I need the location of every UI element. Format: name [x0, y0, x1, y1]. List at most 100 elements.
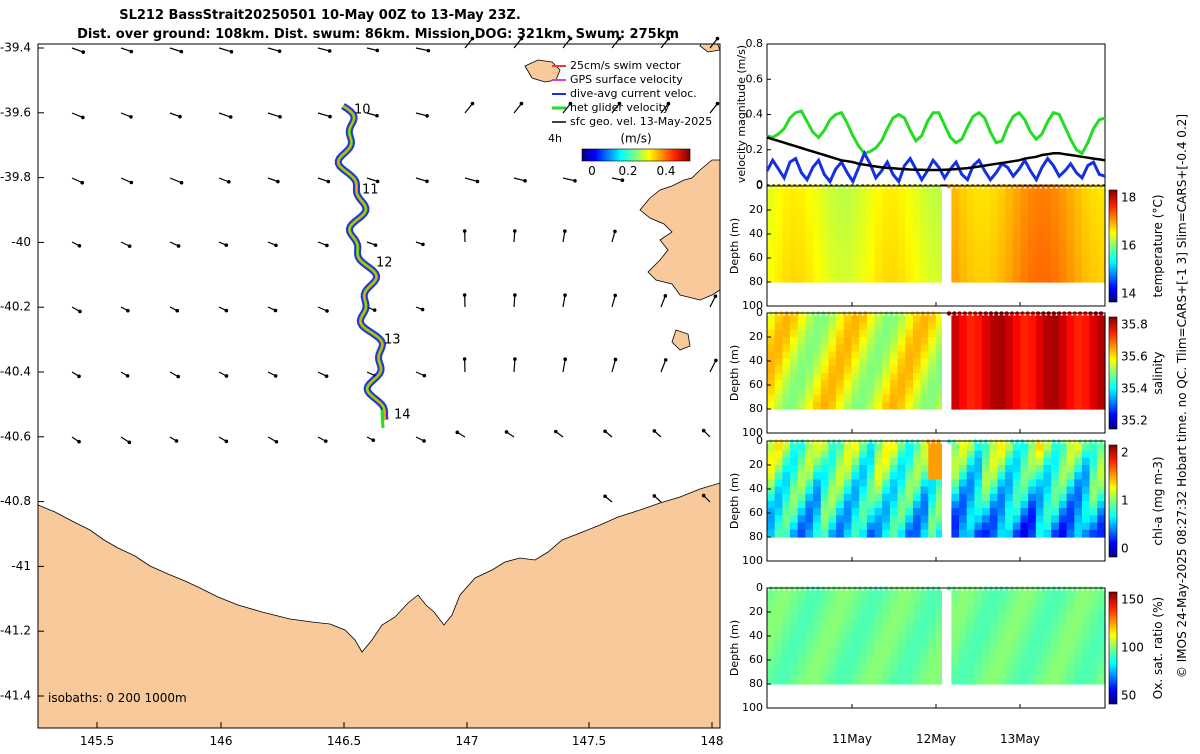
- section-cell: [967, 619, 975, 627]
- section-cell: [1051, 387, 1059, 395]
- section-colorbar-label: temperature (°C): [1151, 195, 1165, 298]
- section-cell: [829, 330, 837, 338]
- section-cell: [790, 337, 798, 345]
- section-cell: [967, 648, 975, 656]
- section-cell: [1028, 479, 1036, 487]
- section-cell: [1090, 494, 1098, 502]
- section-cell: [1005, 641, 1013, 649]
- section-cell: [951, 501, 959, 509]
- section-cell: [1005, 634, 1013, 642]
- section-cell: [1028, 232, 1036, 240]
- section-ytick-label: 0: [756, 581, 763, 594]
- section-cell: [805, 655, 813, 663]
- section-cell: [1051, 634, 1059, 642]
- section-cell: [951, 210, 959, 218]
- section-cell: [998, 402, 1006, 410]
- section-cell: [875, 323, 883, 331]
- section-cell: [905, 670, 913, 678]
- section-cell: [990, 366, 998, 374]
- section-cell: [905, 351, 913, 359]
- section-cell: [1074, 655, 1082, 663]
- section-cell: [1044, 472, 1052, 480]
- section-cell: [867, 239, 875, 247]
- section-cell: [1059, 395, 1067, 403]
- section-cell: [867, 598, 875, 606]
- section-cell: [813, 337, 821, 345]
- section-cell: [852, 351, 860, 359]
- section-cell: [1036, 479, 1044, 487]
- section-cell: [990, 253, 998, 261]
- section-cell: [974, 275, 982, 283]
- section-cell: [1059, 315, 1067, 323]
- section-cell: [1082, 210, 1090, 218]
- section-cell: [928, 239, 936, 247]
- section-cell: [959, 626, 967, 634]
- section-cell: [967, 232, 975, 240]
- section-cell: [875, 315, 883, 323]
- section-cell: [1013, 465, 1021, 473]
- section-cell: [974, 253, 982, 261]
- section-cell: [813, 196, 821, 204]
- section-cell: [859, 344, 867, 352]
- section-cell: [1044, 330, 1052, 338]
- section-cell: [928, 634, 936, 642]
- section-cell: [805, 210, 813, 218]
- section-cell: [859, 487, 867, 495]
- legend-current: dive-avg current veloc.: [570, 87, 697, 100]
- section-cell: [1028, 670, 1036, 678]
- section-cell: [1067, 655, 1075, 663]
- section-cell: [928, 268, 936, 276]
- section-cell: [890, 634, 898, 642]
- section-cell: [913, 662, 921, 670]
- section-cell: [790, 472, 798, 480]
- section-cell: [990, 626, 998, 634]
- section-cell: [1059, 612, 1067, 620]
- section-cell: [829, 210, 837, 218]
- section-cell: [767, 359, 775, 367]
- section-cell: [836, 387, 844, 395]
- velocity-arrow-head: [702, 494, 706, 498]
- section-cell: [882, 260, 890, 268]
- section-cell: [928, 501, 936, 509]
- section-cell: [951, 395, 959, 403]
- section-cell: [798, 662, 806, 670]
- section-cell: [1051, 494, 1059, 502]
- section-cell: [974, 224, 982, 232]
- section-cell: [790, 508, 798, 516]
- section-cell: [775, 443, 783, 451]
- section-cell: [836, 239, 844, 247]
- figure-title-line-2: Dist. over ground: 108km. Dist. swum: 86…: [77, 27, 679, 42]
- section-cell: [990, 523, 998, 531]
- velocity-ytick-label: 0.8: [746, 37, 764, 50]
- section-cell: [790, 626, 798, 634]
- figure-title-line-1: SL212 BassStrait20250501 10-May 00Z to 1…: [119, 8, 521, 23]
- section-cell: [775, 380, 783, 388]
- velocity-arrow-head: [275, 440, 279, 444]
- section-cell: [852, 224, 860, 232]
- section-cell: [829, 655, 837, 663]
- section-cell: [1074, 217, 1082, 225]
- velocity-arrow-head: [130, 50, 134, 54]
- section-cell: [928, 275, 936, 283]
- section-cell: [998, 590, 1006, 598]
- section-cell: [775, 634, 783, 642]
- section-cell: [1074, 359, 1082, 367]
- section-cell: [836, 380, 844, 388]
- section-cell: [775, 590, 783, 598]
- section-cell: [1013, 487, 1021, 495]
- section-cell: [882, 196, 890, 204]
- map-panel: 25cm/s swim vector GPS surface velocity …: [0, 37, 723, 748]
- section-cell: [921, 246, 929, 254]
- section-cell: [905, 605, 913, 613]
- section-cell: [844, 472, 852, 480]
- section-cell: [898, 232, 906, 240]
- section-cell: [1044, 670, 1052, 678]
- section-cell: [959, 387, 967, 395]
- section-cell: [867, 275, 875, 283]
- section-cell: [1074, 275, 1082, 283]
- section-cell: [813, 465, 821, 473]
- velocity-arrow-head: [176, 375, 180, 379]
- velocity-arrow-head: [276, 180, 280, 184]
- section-cell: [852, 268, 860, 276]
